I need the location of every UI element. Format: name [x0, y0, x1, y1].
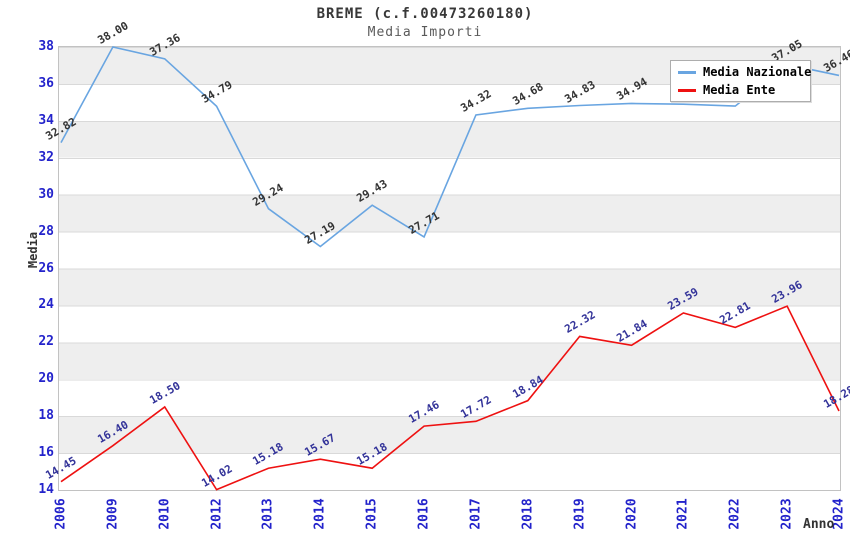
x-tick-label: 2018 — [520, 498, 536, 530]
x-tick-label: 2012 — [209, 498, 225, 530]
y-tick-label: 38 — [38, 39, 54, 54]
y-tick-label: 32 — [38, 149, 54, 165]
y-tick-label: 14 — [38, 482, 54, 497]
plot-area — [58, 46, 841, 491]
y-tick-label: 20 — [38, 371, 54, 387]
legend-swatch-red-line — [678, 88, 696, 92]
chart-subtitle: Media Importi — [367, 25, 483, 40]
x-tick-label: 2010 — [157, 498, 173, 530]
y-tick-label: 16 — [38, 445, 54, 461]
x-tick-label: 2023 — [779, 498, 795, 530]
x-tick-label: 2013 — [260, 498, 276, 530]
y-tick-label: 26 — [38, 260, 54, 276]
y-tick-label: 18 — [38, 408, 54, 424]
legend-label: Media Ente — [703, 83, 776, 97]
y-tick-label: 30 — [38, 186, 54, 202]
x-tick-label: 2009 — [105, 498, 121, 530]
x-tick-label: 2017 — [468, 498, 484, 530]
x-tick-label: 2021 — [675, 498, 691, 530]
x-axis-title: Anno — [803, 517, 835, 532]
legend-box: Media Nazionale Media Ente — [670, 60, 811, 102]
x-tick-label: 2022 — [727, 498, 743, 530]
y-tick-label: 34 — [38, 112, 54, 128]
legend-item-media-nazionale: Media Nazionale — [671, 65, 812, 79]
x-tick-label: 2014 — [312, 498, 328, 530]
value-label: 38.00 — [95, 19, 131, 47]
x-tick-label: 2019 — [572, 498, 588, 530]
x-tick-label: 2015 — [364, 498, 380, 530]
legend-swatch-blue-line — [678, 70, 696, 74]
y-tick-label: 22 — [38, 334, 54, 350]
x-tick-label: 2016 — [416, 498, 432, 530]
chart-title: BREME (c.f.00473260180) — [316, 6, 534, 22]
y-tick-label: 36 — [38, 75, 54, 91]
y-tick-label: 28 — [38, 223, 54, 239]
x-tick-label: 2020 — [624, 498, 640, 530]
x-tick-label: 2006 — [53, 498, 69, 530]
y-tick-label: 24 — [38, 297, 54, 313]
legend-item-media-ente: Media Ente — [671, 83, 810, 97]
legend-label: Media Nazionale — [703, 65, 812, 79]
